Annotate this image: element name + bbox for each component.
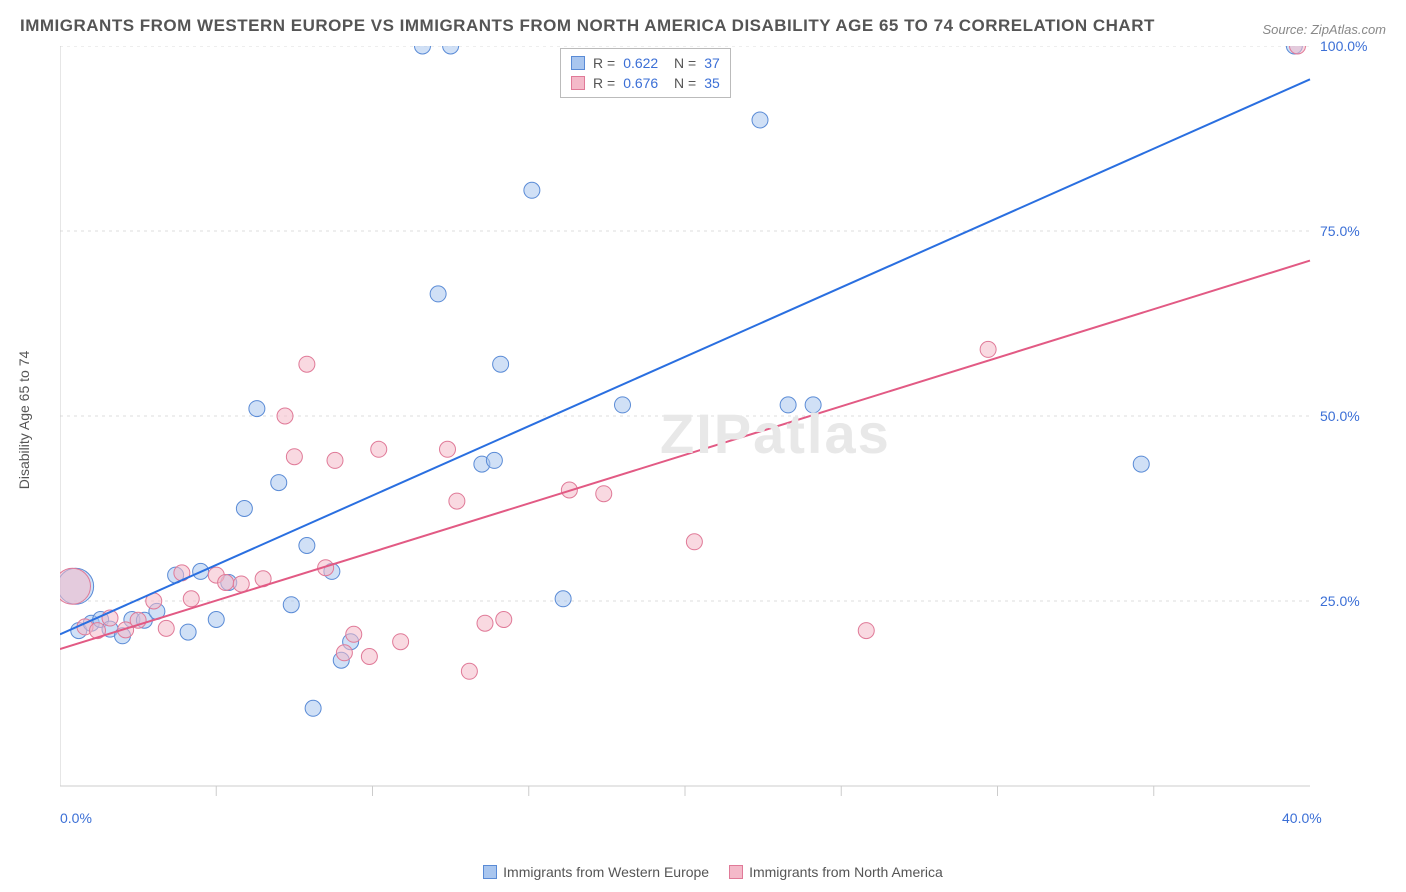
source-attribution: Source: ZipAtlas.com (1262, 22, 1386, 37)
data-point (415, 46, 431, 54)
data-point (443, 46, 459, 54)
legend-swatch (571, 76, 585, 90)
y-tick-label: 25.0% (1320, 593, 1360, 609)
y-tick-label: 100.0% (1320, 38, 1367, 54)
data-point (277, 408, 293, 424)
chart-title: IMMIGRANTS FROM WESTERN EUROPE VS IMMIGR… (20, 16, 1155, 36)
legend-r-label: R = (593, 75, 615, 91)
legend-n-value: 37 (704, 55, 720, 71)
data-point (524, 182, 540, 198)
data-point (615, 397, 631, 413)
data-point (440, 441, 456, 457)
data-point (271, 475, 287, 491)
regression-line (60, 261, 1310, 649)
y-tick-label: 75.0% (1320, 223, 1360, 239)
data-point (371, 441, 387, 457)
data-point (496, 612, 512, 628)
legend-series-name: Immigrants from North America (749, 864, 943, 880)
data-point (286, 449, 302, 465)
data-point (60, 568, 91, 604)
data-point (858, 623, 874, 639)
chart-svg (60, 46, 1380, 836)
data-point (780, 397, 796, 413)
legend-row: R = 0.676 N = 35 (571, 73, 720, 93)
legend-swatch (483, 865, 497, 879)
data-point (336, 645, 352, 661)
data-point (233, 576, 249, 592)
data-point (805, 397, 821, 413)
legend-n-label: N = (666, 55, 696, 71)
data-point (283, 597, 299, 613)
legend-swatch (571, 56, 585, 70)
legend-series-name: Immigrants from Western Europe (503, 864, 709, 880)
data-point (346, 626, 362, 642)
legend-r-label: R = (593, 55, 615, 71)
data-point (980, 341, 996, 357)
legend-r-value: 0.676 (623, 75, 658, 91)
data-point (486, 452, 502, 468)
data-point (183, 591, 199, 607)
x-tick-label: 0.0% (60, 810, 92, 826)
data-point (305, 700, 321, 716)
correlation-legend: R = 0.622 N = 37R = 0.676 N = 35 (560, 48, 731, 98)
data-point (461, 663, 477, 679)
data-point (493, 356, 509, 372)
data-point (180, 624, 196, 640)
legend-n-value: 35 (704, 75, 720, 91)
regression-line (60, 79, 1310, 634)
data-point (477, 615, 493, 631)
data-point (596, 486, 612, 502)
series-legend: Immigrants from Western Europe Immigrants… (0, 864, 1406, 880)
data-point (1133, 456, 1149, 472)
chart-plot-area (60, 46, 1380, 836)
data-point (327, 452, 343, 468)
legend-swatch (729, 865, 743, 879)
data-point (361, 649, 377, 665)
legend-row: R = 0.622 N = 37 (571, 53, 720, 73)
data-point (249, 401, 265, 417)
legend-n-label: N = (666, 75, 696, 91)
data-point (158, 620, 174, 636)
data-point (218, 575, 234, 591)
data-point (686, 534, 702, 550)
data-point (555, 591, 571, 607)
data-point (236, 501, 252, 517)
data-point (208, 612, 224, 628)
legend-r-value: 0.622 (623, 55, 658, 71)
y-axis-label: Disability Age 65 to 74 (16, 351, 32, 490)
data-point (449, 493, 465, 509)
y-tick-label: 50.0% (1320, 408, 1360, 424)
data-point (299, 538, 315, 554)
data-point (393, 634, 409, 650)
data-point (299, 356, 315, 372)
data-point (752, 112, 768, 128)
x-tick-label: 40.0% (1282, 810, 1322, 826)
data-point (430, 286, 446, 302)
